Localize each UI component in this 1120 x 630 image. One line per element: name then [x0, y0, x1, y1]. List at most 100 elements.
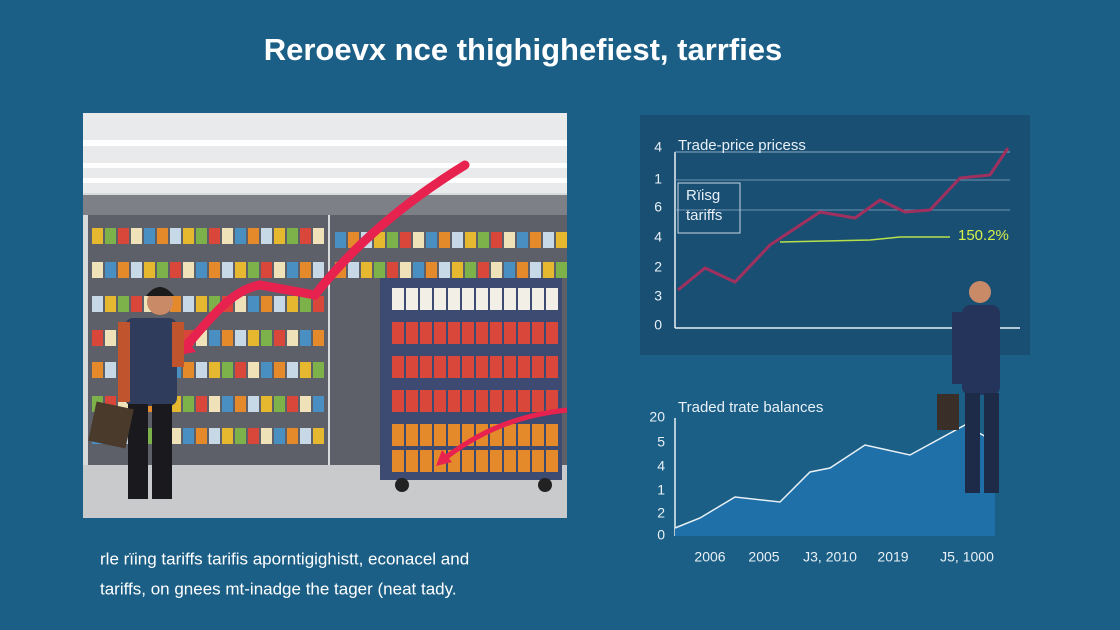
product — [287, 362, 298, 378]
product — [105, 262, 116, 278]
product — [261, 362, 272, 378]
product — [518, 322, 530, 344]
product — [348, 232, 359, 248]
product — [144, 228, 155, 244]
y-tick-labels: 4 1 6 4 2 3 0 — [654, 139, 662, 333]
product — [248, 262, 259, 278]
product — [400, 262, 411, 278]
product — [183, 428, 194, 444]
product — [476, 356, 488, 378]
product — [546, 390, 558, 412]
product — [439, 262, 450, 278]
product — [426, 232, 437, 248]
arm — [118, 322, 130, 402]
product — [131, 262, 142, 278]
product — [476, 288, 488, 310]
product — [313, 396, 324, 412]
businessman — [937, 281, 1000, 493]
product — [248, 428, 259, 444]
product — [261, 428, 272, 444]
product — [300, 262, 311, 278]
product — [490, 288, 502, 310]
ceiling-light — [83, 140, 567, 146]
product — [300, 330, 311, 346]
leg — [965, 393, 980, 493]
product — [118, 396, 129, 412]
rising-arrow — [173, 160, 470, 360]
product — [105, 296, 116, 312]
product — [183, 228, 194, 244]
product — [490, 390, 502, 412]
product — [92, 362, 103, 378]
product — [518, 450, 530, 472]
tariff-line — [779, 236, 950, 243]
product — [170, 262, 181, 278]
ceiling-light — [83, 178, 567, 183]
product — [118, 228, 129, 244]
head — [969, 281, 991, 303]
product — [504, 288, 516, 310]
product — [209, 396, 220, 412]
leg — [984, 393, 999, 493]
product — [532, 322, 544, 344]
price-line — [677, 147, 1010, 292]
product — [248, 228, 259, 244]
product — [406, 288, 418, 310]
product — [157, 262, 168, 278]
product — [131, 228, 142, 244]
product — [313, 428, 324, 444]
y-tick-label: 20 — [649, 409, 665, 425]
y-tick-label: 1 — [657, 482, 665, 498]
product — [287, 330, 298, 346]
cart — [380, 278, 562, 480]
y-tick-label: 0 — [657, 527, 665, 543]
product — [518, 390, 530, 412]
product — [434, 322, 446, 344]
product — [105, 396, 116, 412]
y-tick-label: 4 — [654, 229, 662, 245]
product — [462, 390, 474, 412]
product — [274, 228, 285, 244]
product — [209, 262, 220, 278]
falling-arrow — [438, 407, 568, 464]
product — [261, 330, 272, 346]
product — [248, 362, 259, 378]
legend-text: Rïisg — [686, 187, 720, 204]
x-tick-label: J5, 1000 — [940, 549, 994, 565]
product — [274, 362, 285, 378]
product — [504, 450, 516, 472]
product — [235, 296, 246, 312]
product — [462, 450, 474, 472]
product — [170, 228, 181, 244]
chart-title: Traded trate balances — [678, 399, 823, 416]
product — [361, 262, 372, 278]
y-tick-label: 6 — [654, 199, 662, 215]
chart-title: Trade-price pricess — [678, 137, 806, 154]
product — [546, 450, 558, 472]
product — [92, 330, 103, 346]
product — [452, 232, 463, 248]
y-tick-label: 4 — [657, 458, 665, 474]
product — [532, 390, 544, 412]
product — [420, 424, 432, 446]
vest — [125, 318, 177, 406]
x-tick-label: 2006 — [694, 549, 725, 565]
product — [313, 330, 324, 346]
arm — [172, 322, 184, 367]
legend-text: tariffs — [686, 207, 722, 224]
product — [546, 356, 558, 378]
cart-wheel — [538, 478, 552, 492]
product — [476, 390, 488, 412]
product — [183, 296, 194, 312]
product — [420, 322, 432, 344]
y-tick-label: 2 — [654, 259, 662, 275]
product — [532, 356, 544, 378]
product — [532, 450, 544, 472]
product — [448, 288, 460, 310]
product — [490, 450, 502, 472]
product — [274, 262, 285, 278]
product — [490, 322, 502, 344]
legend-box — [677, 182, 741, 234]
